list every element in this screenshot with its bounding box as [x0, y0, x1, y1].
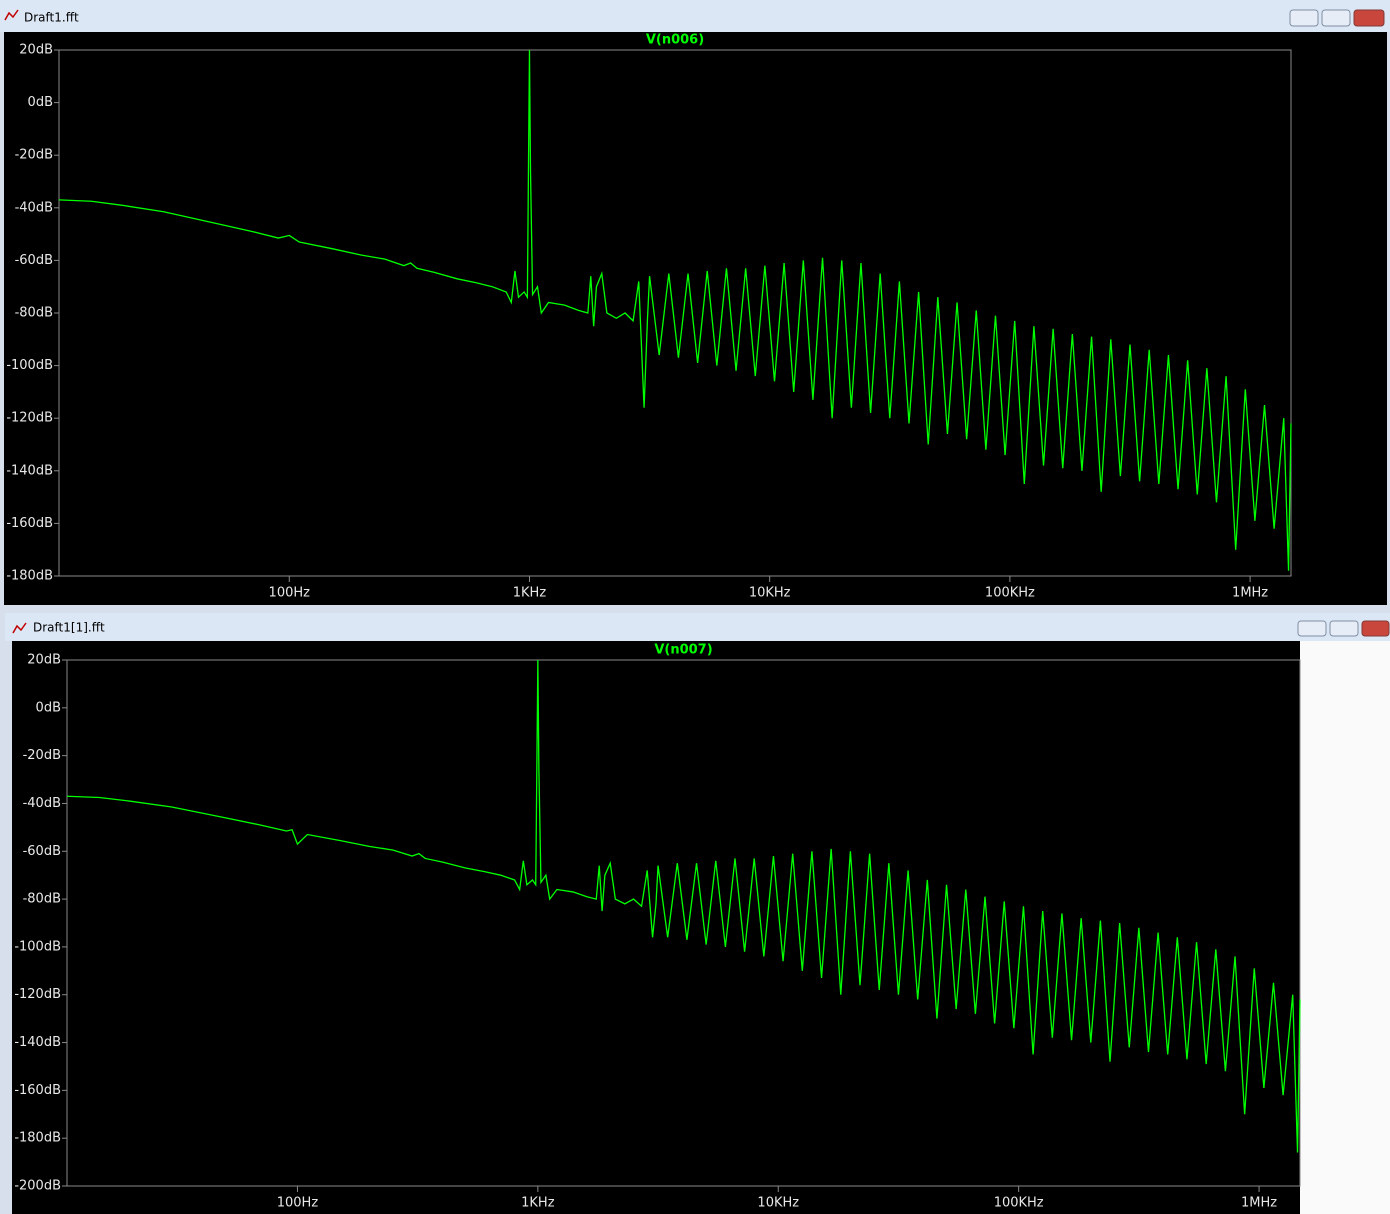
trace-label: V(n006)	[646, 33, 704, 48]
trace-label: V(n007)	[654, 643, 712, 658]
y-tick-label: -180dB	[6, 569, 53, 584]
plot-pane	[4, 32, 1387, 605]
y-tick-label: -20dB	[15, 148, 53, 163]
trace-line	[58, 49, 1292, 571]
x-tick-label: 100Hz	[269, 586, 311, 601]
y-tick-label: -80dB	[15, 306, 53, 321]
y-tick-label: 20dB	[19, 43, 53, 58]
x-tick-label: 100KHz	[994, 1196, 1044, 1211]
x-tick-label: 10KHz	[757, 1196, 799, 1211]
y-tick-label: -160dB	[14, 1083, 61, 1098]
x-tick-label: 1MHz	[1232, 586, 1268, 601]
y-tick-label: -200dB	[14, 1179, 61, 1194]
y-tick-label: 0dB	[36, 700, 61, 715]
trace-line	[66, 659, 1301, 1153]
y-tick-label: -60dB	[15, 253, 53, 268]
y-tick-label: -180dB	[14, 1131, 61, 1146]
window-icon	[12, 622, 27, 634]
x-tick-label: 100KHz	[985, 586, 1035, 601]
y-tick-label: -100dB	[6, 358, 53, 373]
window-title: Draft1[1].fft	[33, 621, 105, 635]
close-button[interactable]	[1361, 620, 1390, 637]
window-icon	[4, 9, 19, 21]
close-button[interactable]	[1353, 9, 1385, 27]
plot-pane	[12, 641, 1300, 1214]
y-tick-label: -160dB	[6, 516, 53, 531]
x-tick-label: 1MHz	[1241, 1196, 1277, 1211]
minimize-button[interactable]	[1289, 9, 1319, 27]
title-bar	[5, 613, 1390, 641]
y-tick-label: -120dB	[6, 411, 53, 426]
window-title: Draft1.fft	[24, 11, 79, 25]
y-tick-label: -120dB	[14, 987, 61, 1002]
y-tick-label: -80dB	[23, 892, 61, 907]
x-tick-label: 100Hz	[277, 1196, 319, 1211]
plot-frame	[66, 659, 1301, 1187]
maximize-button[interactable]	[1329, 620, 1359, 637]
maximize-button[interactable]	[1321, 9, 1351, 27]
title-bar	[0, 0, 1390, 32]
y-tick-label: 0dB	[28, 95, 53, 110]
y-tick-label: -100dB	[14, 939, 61, 954]
minimize-button[interactable]	[1297, 620, 1327, 637]
x-tick-label: 1KHz	[521, 1196, 555, 1211]
y-tick-label: -60dB	[23, 844, 61, 859]
background	[1300, 641, 1390, 1214]
y-tick-label: -20dB	[23, 748, 61, 763]
x-tick-label: 10KHz	[749, 586, 791, 601]
y-tick-label: 20dB	[27, 653, 61, 668]
y-tick-label: -140dB	[14, 1035, 61, 1050]
y-tick-label: -40dB	[23, 796, 61, 811]
y-tick-label: -140dB	[6, 463, 53, 478]
y-tick-label: -40dB	[15, 200, 53, 215]
x-tick-label: 1KHz	[513, 586, 547, 601]
